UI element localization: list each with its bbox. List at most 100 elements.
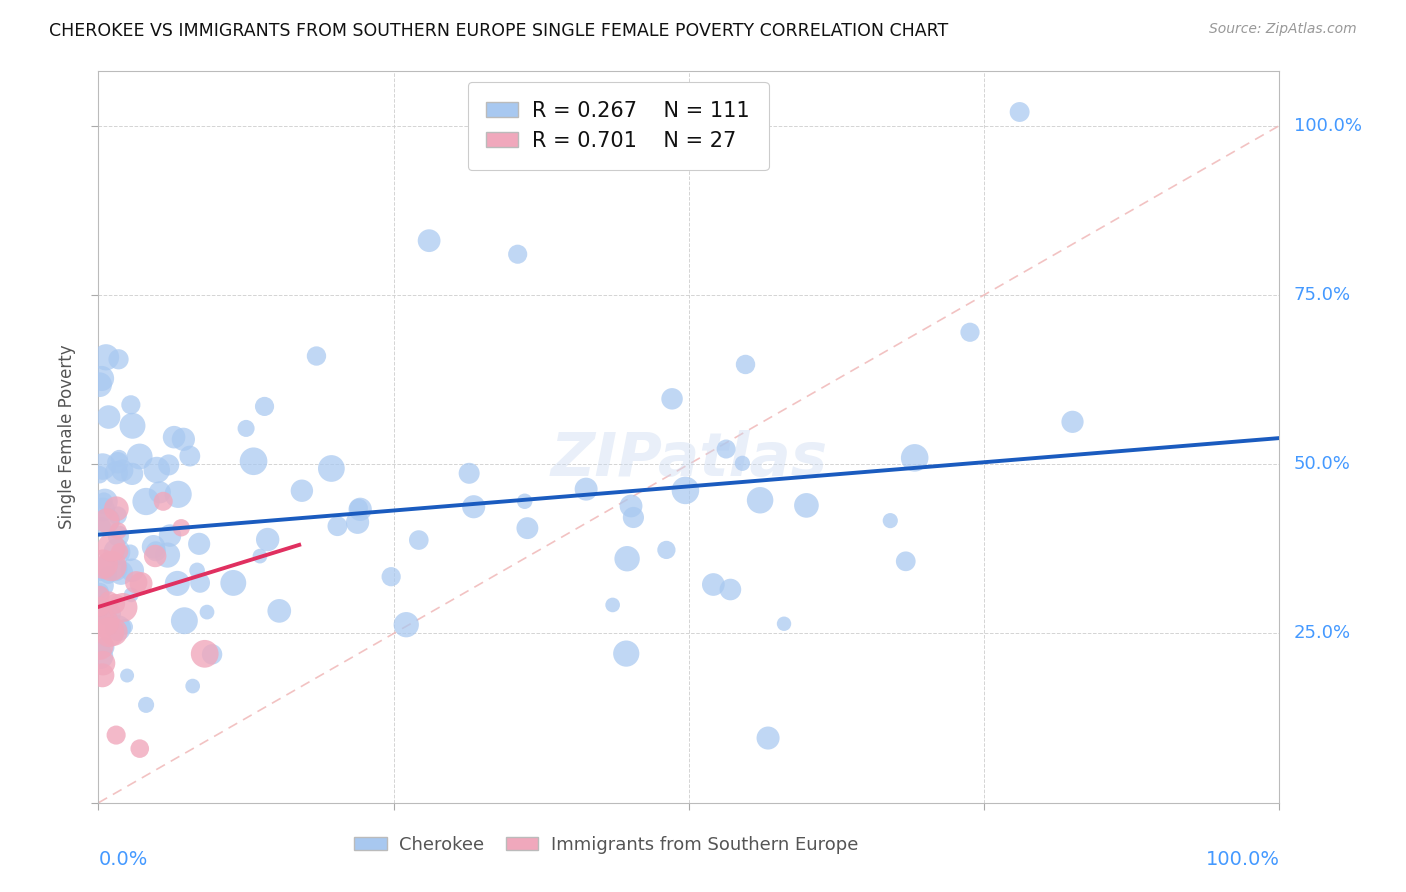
Point (163, 430, 186, 444)
Point (145, 544, 167, 558)
Point (120, 588, 142, 602)
Point (575, 482, 598, 496)
Point (114, 620, 136, 634)
Point (96, 605, 118, 619)
Point (380, 570, 402, 584)
Point (167, 487, 190, 501)
Point (143, 549, 166, 563)
Point (602, 598, 624, 612)
Point (96, 513, 118, 527)
Point (181, 679, 204, 693)
Point (756, 731, 779, 745)
Point (614, 647, 637, 661)
Point (201, 648, 224, 662)
Point (105, 466, 128, 480)
Point (773, 616, 796, 631)
Point (269, 604, 291, 618)
Point (146, 463, 169, 477)
Point (135, 698, 157, 712)
Point (128, 741, 150, 756)
Point (156, 548, 179, 562)
Point (620, 499, 643, 513)
Point (661, 392, 683, 406)
Point (94, 351, 117, 365)
Point (107, 456, 129, 470)
Point (616, 551, 638, 566)
Point (89, 649, 111, 664)
Text: Source: ZipAtlas.com: Source: ZipAtlas.com (1209, 22, 1357, 37)
Text: 0.0%: 0.0% (98, 850, 148, 870)
Point (108, 451, 131, 466)
Point (675, 483, 697, 498)
Point (463, 500, 485, 514)
Point (107, 621, 129, 635)
Point (120, 398, 142, 412)
Point (107, 529, 129, 543)
Point (110, 566, 132, 580)
Point (734, 358, 756, 372)
Point (96, 514, 118, 528)
Point (89, 608, 111, 623)
Point (89, 639, 111, 653)
Point (104, 597, 127, 611)
Point (506, 247, 529, 261)
Point (291, 483, 314, 498)
Point (253, 400, 276, 414)
Text: 50.0%: 50.0% (1294, 455, 1351, 473)
Point (149, 485, 172, 500)
Point (97, 410, 120, 425)
Point (91, 668, 114, 682)
Point (94, 615, 117, 630)
Point (242, 454, 264, 468)
Point (107, 508, 129, 523)
Point (135, 494, 157, 508)
Point (159, 528, 181, 542)
Point (120, 546, 142, 560)
Point (103, 624, 125, 639)
Point (91, 502, 114, 516)
Point (170, 521, 193, 535)
Point (235, 421, 257, 435)
Point (305, 349, 328, 363)
Point (115, 668, 138, 682)
Point (408, 533, 430, 547)
Point (959, 325, 981, 339)
Point (194, 647, 217, 661)
Point (179, 449, 201, 463)
Point (186, 563, 208, 577)
Point (90, 519, 112, 533)
Point (94, 494, 117, 508)
Point (111, 464, 134, 478)
Point (89, 377, 111, 392)
Point (188, 537, 211, 551)
Point (105, 728, 128, 742)
Point (142, 540, 165, 554)
Point (249, 549, 271, 563)
Point (89, 585, 111, 599)
Point (105, 501, 128, 516)
Y-axis label: Single Female Poverty: Single Female Poverty (58, 345, 76, 529)
Point (97, 607, 120, 621)
Point (347, 501, 370, 516)
Legend: Cherokee, Immigrants from Southern Europe: Cherokee, Immigrants from Southern Europ… (347, 829, 866, 861)
Point (796, 499, 818, 513)
Point (89, 588, 111, 602)
Point (97, 594, 120, 608)
Point (91, 459, 114, 474)
Point (718, 582, 741, 597)
Text: 100.0%: 100.0% (1294, 117, 1361, 135)
Point (513, 494, 536, 508)
Text: 100.0%: 100.0% (1205, 850, 1279, 870)
Point (107, 352, 129, 367)
Point (90, 578, 112, 592)
Point (172, 432, 194, 446)
Point (93, 494, 115, 508)
Text: CHEROKEE VS IMMIGRANTS FROM SOUTHERN EUROPE SINGLE FEMALE POVERTY CORRELATION CH: CHEROKEE VS IMMIGRANTS FROM SOUTHERN EUR… (49, 22, 949, 40)
Text: 25.0%: 25.0% (1294, 624, 1351, 642)
Point (152, 494, 174, 508)
Point (904, 450, 927, 465)
Point (188, 575, 211, 590)
Point (714, 442, 737, 456)
Point (349, 502, 371, 516)
Point (89, 467, 111, 482)
